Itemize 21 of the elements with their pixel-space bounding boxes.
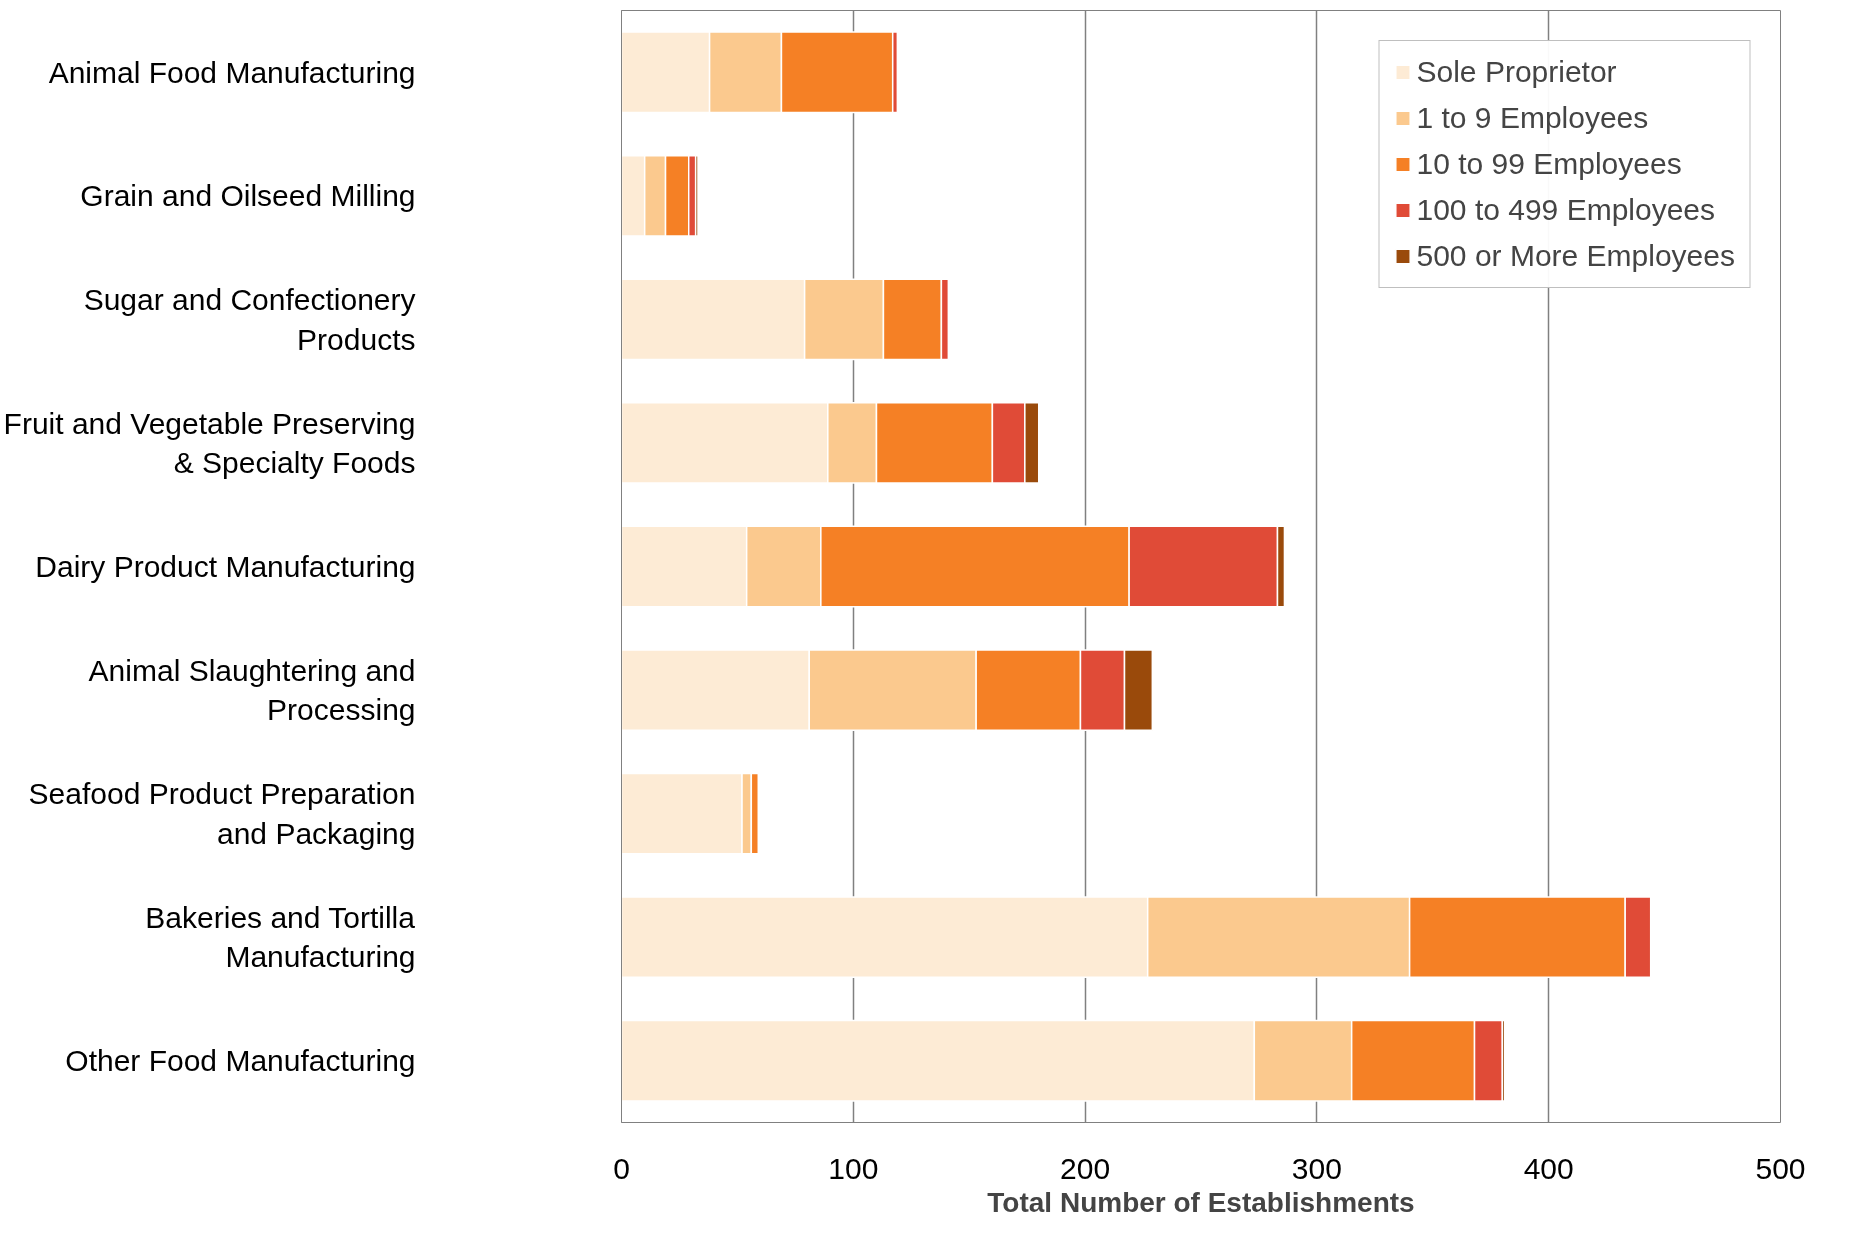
x-axis-title: Total Number of Establishments xyxy=(987,1186,1415,1218)
legend-label: Sole Proprietor xyxy=(1416,55,1617,89)
x-tick-label: 300 xyxy=(1291,1151,1342,1185)
x-tick-label: 400 xyxy=(1523,1151,1574,1185)
legend-label: 10 to 99 Employees xyxy=(1416,147,1682,181)
y-tick-label: Other Food Manufacturing xyxy=(65,1044,416,1078)
legend-label: 1 to 9 Employees xyxy=(1416,101,1649,135)
y-tick-label: Animal Food Manufacturing xyxy=(48,55,416,89)
y-tick-label: Seafood Product Preparation and Packaging xyxy=(28,777,416,850)
legend-label: 500 or More Employees xyxy=(1416,239,1735,273)
y-tick-label: Grain and Oilseed Milling xyxy=(80,179,416,213)
y-tick-label: Animal Slaughtering and Processing xyxy=(88,653,416,727)
legend-label: 100 to 499 Employees xyxy=(1416,193,1716,227)
y-tick-label: Dairy Product Manufacturing xyxy=(35,550,416,583)
x-tick-label: 200 xyxy=(1060,1151,1111,1185)
x-tick-label: 500 xyxy=(1755,1151,1806,1185)
x-tick-label: 0 xyxy=(613,1151,630,1185)
y-tick-label: Sugar and Confectionery Products xyxy=(83,283,416,356)
y-tick-label: Fruit and Vegetable Preserving & Specialty Foods xyxy=(3,406,416,480)
y-tick-label: Bakeries and Tortilla Manufacturing xyxy=(145,900,416,974)
x-tick-label: 100 xyxy=(828,1151,879,1185)
